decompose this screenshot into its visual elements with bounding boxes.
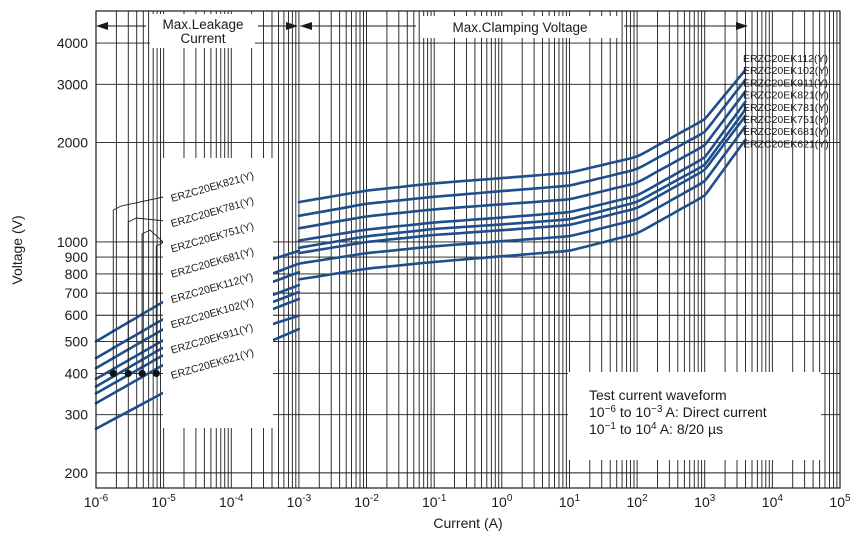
clamping-series-label: ERZC20EK681(Y) [743, 126, 829, 138]
leakage-region-label-1: Max.Leakage [162, 17, 243, 32]
clamping-curve-erzc20ek911y [297, 89, 747, 230]
leakage-test-point [138, 369, 146, 378]
test-note: Test current waveform 10−6 to 10−3 A: Di… [589, 387, 767, 437]
plot-frame [95, 10, 841, 489]
x-tick-label: 101 [559, 493, 581, 510]
clamping-curve-erzc20ek112y [297, 68, 747, 204]
x-tick-label: 10-6 [84, 493, 109, 510]
y-tick-label: 3000 [57, 76, 88, 92]
x-tick-label: 105 [829, 493, 851, 510]
leakage-test-point [124, 369, 132, 378]
clamping-curve-erzc20ek621y [297, 138, 747, 281]
y-tick-label: 4000 [57, 35, 88, 51]
x-tick-label: 10-3 [287, 493, 312, 510]
leader-line [141, 229, 169, 374]
clamping-series-label: ERZC20EK751(Y) [743, 114, 829, 126]
clamping-series-label: ERZC20EK821(Y) [743, 90, 829, 102]
label-mask [163, 158, 273, 428]
clamping-curve-erzc20ek751y [297, 114, 747, 255]
test-note-dc: 10−6 to 10−3 A: Direct current [589, 404, 767, 420]
clamping-series-label: ERZC20EK781(Y) [743, 102, 829, 114]
clamping-region-label: Max.Clamping Voltage [452, 20, 587, 35]
region-header: Max.Leakage Current Max.Clamping Voltage [96, 17, 748, 46]
x-tick-label: 104 [762, 493, 784, 510]
leader-line [112, 195, 169, 374]
x-tick-label: 10-1 [422, 493, 447, 510]
y-tick-label: 300 [65, 407, 89, 423]
leader-lines [112, 195, 169, 374]
leakage-test-point [109, 369, 117, 378]
y-tick-label: 500 [65, 333, 89, 349]
leakage-region-label-2: Current [180, 31, 225, 46]
y-axis-label: Voltage (V) [9, 215, 25, 284]
y-tick-label: 600 [65, 307, 89, 323]
x-tick-labels: 10-6 10-5 10-4 10-3 10-2 10-1 100 101 102 103 104 1… [84, 493, 851, 510]
y-tick-label: 700 [65, 285, 89, 301]
clamping-curve-erzc20ek781y [297, 108, 747, 250]
clamping-series-labels: ERZC20EK112(Y)ERZC20EK102(Y)ERZC20EK911(… [743, 53, 829, 150]
x-tick-label: 10-4 [219, 493, 244, 510]
clamping-curve-erzc20ek821y [297, 100, 747, 242]
test-note-title: Test current waveform [589, 387, 727, 403]
clamping-series-label: ERZC20EK911(Y) [743, 77, 828, 89]
clamping-curve-erzc20ek102y [297, 78, 747, 218]
clamping-series-label: ERZC20EK621(Y) [743, 138, 829, 150]
x-tick-label: 10-2 [354, 493, 379, 510]
y-tick-label: 200 [65, 465, 89, 481]
x-tick-label: 10-5 [151, 493, 176, 510]
y-tick-label: 400 [65, 365, 89, 381]
note-mask [568, 372, 821, 460]
leader-line [127, 217, 169, 374]
x-tick-label: 103 [694, 493, 716, 510]
leakage-test-point [152, 369, 160, 378]
leakage-test-points [109, 369, 160, 378]
y-tick-label: 2000 [57, 134, 88, 150]
clamping-series-label: ERZC20EK112(Y) [743, 53, 828, 65]
x-tick-label: 100 [491, 493, 513, 510]
x-tick-label: 102 [627, 493, 649, 510]
y-tick-label: 1000 [57, 234, 88, 250]
region-mask-leakage [150, 14, 255, 48]
test-note-impulse: 10−1 to 104 A: 8/20 µs [589, 421, 723, 437]
y-tick-label: 800 [65, 266, 89, 282]
clamping-curve-erzc20ek681y [297, 124, 747, 265]
region-mask-clamping [420, 16, 620, 38]
clamping-series-label: ERZC20EK102(Y) [743, 65, 829, 77]
x-axis-label: Current (A) [433, 515, 502, 531]
y-tick-label: 900 [65, 249, 89, 265]
